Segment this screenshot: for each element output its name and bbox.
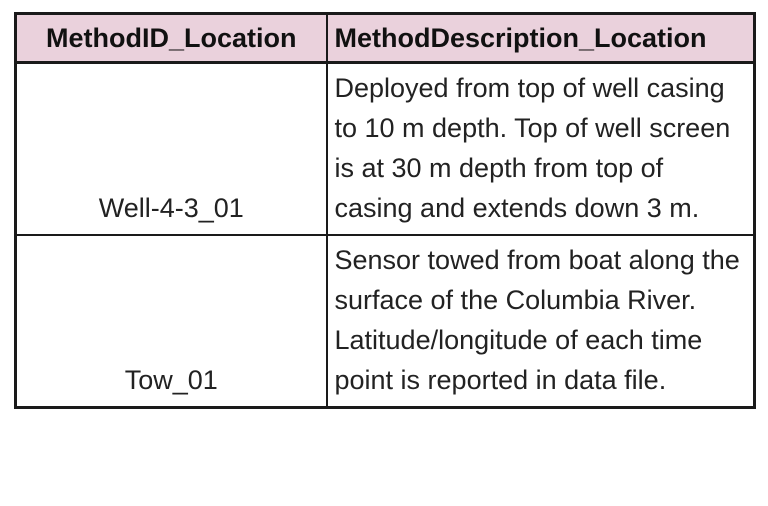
table-row: Tow_01 Sensor towed from boat along the … <box>14 234 756 409</box>
column-header-method-id: MethodID_Location <box>14 12 328 64</box>
method-location-table: MethodID_Location MethodDescription_Loca… <box>14 12 756 409</box>
method-id-cell: Well-4-3_01 <box>14 61 328 236</box>
method-id-cell: Tow_01 <box>14 234 328 409</box>
method-description-cell: Sensor towed from boat along the surface… <box>325 234 756 409</box>
column-header-method-description: MethodDescription_Location <box>325 12 756 64</box>
header-row: MethodID_Location MethodDescription_Loca… <box>14 12 756 64</box>
method-description-cell: Deployed from top of well casing to 10 m… <box>325 61 756 236</box>
table-row: Well-4-3_01 Deployed from top of well ca… <box>14 61 756 236</box>
method-location-table-wrapper: MethodID_Location MethodDescription_Loca… <box>14 12 756 409</box>
